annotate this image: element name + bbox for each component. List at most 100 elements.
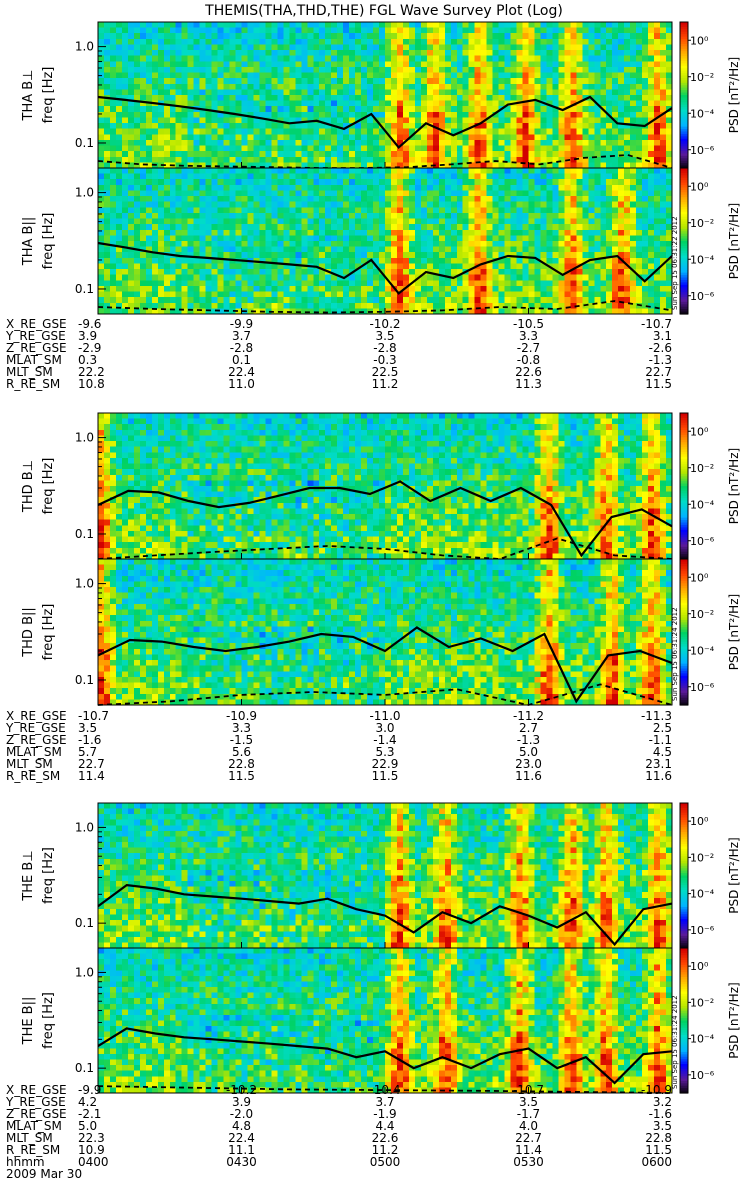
spectrogram-cell — [426, 241, 434, 248]
spectrogram-cell — [522, 95, 530, 102]
spectrogram-cell — [289, 179, 296, 186]
spectrogram-cell — [510, 128, 518, 135]
spectrogram-cell — [331, 27, 338, 34]
spectrogram-cell — [109, 201, 117, 208]
spectrogram-cell — [396, 207, 404, 214]
spectrogram-cell — [624, 196, 631, 203]
spectrogram-cell — [259, 235, 267, 242]
spectrogram-cell — [265, 111, 272, 119]
spectrogram-cell — [235, 168, 243, 175]
spectrogram-cell — [253, 61, 261, 68]
spectrogram-cell — [295, 72, 302, 79]
spectrogram-cell — [295, 274, 302, 281]
spectrogram-cell — [564, 44, 571, 51]
spectrogram-cell — [98, 190, 105, 197]
spectrogram-cell — [169, 139, 177, 147]
spectrogram-cell — [492, 100, 500, 107]
spectrogram-cell — [241, 89, 249, 96]
spectrogram-cell — [301, 134, 308, 141]
spectrogram-cell — [145, 128, 153, 135]
spectrogram-cell — [181, 61, 189, 68]
spectrogram-cell — [121, 274, 129, 281]
spectrogram-cell — [169, 280, 177, 287]
spectrogram-cell — [109, 145, 117, 152]
spectrogram-cell — [390, 252, 398, 259]
spectrogram-cell — [139, 78, 147, 85]
spectrogram-cell — [468, 55, 476, 62]
spectrogram-cell — [588, 246, 595, 253]
spectrogram-cell — [229, 229, 237, 236]
spectrogram-cell — [217, 274, 225, 281]
spectrogram-cell — [271, 33, 278, 40]
spectrogram-cell — [307, 168, 314, 175]
spectrogram-cell — [552, 123, 559, 130]
spectrogram-cell — [217, 280, 225, 287]
spectrogram-cell — [373, 207, 380, 214]
spectrogram-cell — [205, 117, 213, 124]
spectrogram-cell — [408, 89, 416, 96]
spectrogram-cell — [319, 162, 326, 169]
spectrogram-cell — [648, 78, 655, 85]
spectrogram-cell — [139, 61, 147, 68]
spectrogram-cell — [486, 123, 494, 130]
spectrogram-cell — [534, 291, 542, 298]
spectrogram-cell — [295, 280, 302, 287]
spectrogram-cell — [313, 297, 320, 304]
spectrogram-cell — [558, 89, 565, 96]
spectrogram-cell — [175, 246, 183, 253]
spectrogram-cell — [588, 27, 595, 34]
spectrogram-cell — [385, 78, 392, 85]
spectrogram-cell — [217, 173, 225, 180]
spectrogram-cell — [516, 61, 524, 68]
spectrogram-cell — [444, 134, 452, 141]
spectrogram-cell — [414, 128, 422, 135]
spectrogram-cell — [414, 89, 422, 96]
spectrogram-cell — [540, 117, 548, 124]
spectrogram-cell — [103, 50, 111, 57]
spectrogram-cell — [396, 269, 404, 276]
spectrogram-cell — [582, 22, 589, 29]
spectrogram-cell — [265, 151, 272, 158]
spectrogram-cell — [229, 308, 237, 315]
spectrogram-cell — [444, 38, 452, 46]
spectrogram-cell — [558, 123, 565, 130]
spectrogram-cell — [223, 145, 231, 152]
spectrogram-cell — [127, 196, 135, 203]
spectrogram-cell — [307, 196, 314, 203]
spectrogram-cell — [313, 269, 320, 276]
spectrogram-cell — [648, 145, 655, 152]
spectrogram-cell — [636, 229, 643, 236]
spectrogram-cell — [468, 190, 476, 197]
spectrogram-cell — [379, 246, 386, 253]
spectrogram-cell — [498, 151, 506, 158]
spectrogram-cell — [474, 257, 482, 265]
spectrogram-cell — [139, 72, 147, 79]
spectrogram-cell — [546, 252, 554, 259]
spectrogram-cell — [157, 44, 165, 51]
spectrogram-cell — [540, 190, 548, 197]
spectrogram-cell — [205, 61, 213, 68]
spectrogram-cell — [474, 38, 482, 46]
spectrogram-cell — [402, 44, 410, 51]
spectrogram-cell — [606, 61, 613, 68]
spectrogram-cell — [564, 190, 571, 197]
spectrogram-cell — [444, 33, 452, 40]
spectrogram-cell — [630, 78, 637, 85]
spectrogram-cell — [540, 83, 548, 90]
spectrogram-cell — [247, 252, 255, 259]
spectrogram-cell — [313, 162, 320, 169]
spectrogram-cell — [163, 50, 171, 57]
colorbar-segment — [680, 29, 688, 33]
spectrogram-cell — [187, 280, 195, 287]
spectrogram-cell — [217, 117, 225, 124]
spectrogram-cell — [139, 151, 147, 158]
spectrogram-cell — [229, 66, 237, 74]
spectrogram-cell — [438, 22, 446, 29]
spectrogram-cell — [313, 151, 320, 158]
spectrogram-cell — [259, 22, 267, 29]
spectrogram-cell — [199, 66, 207, 74]
spectrogram-cell — [570, 252, 577, 259]
spectrogram-cell — [570, 78, 577, 85]
spectrogram-cell — [355, 297, 362, 304]
spectrogram-cell — [193, 66, 201, 74]
